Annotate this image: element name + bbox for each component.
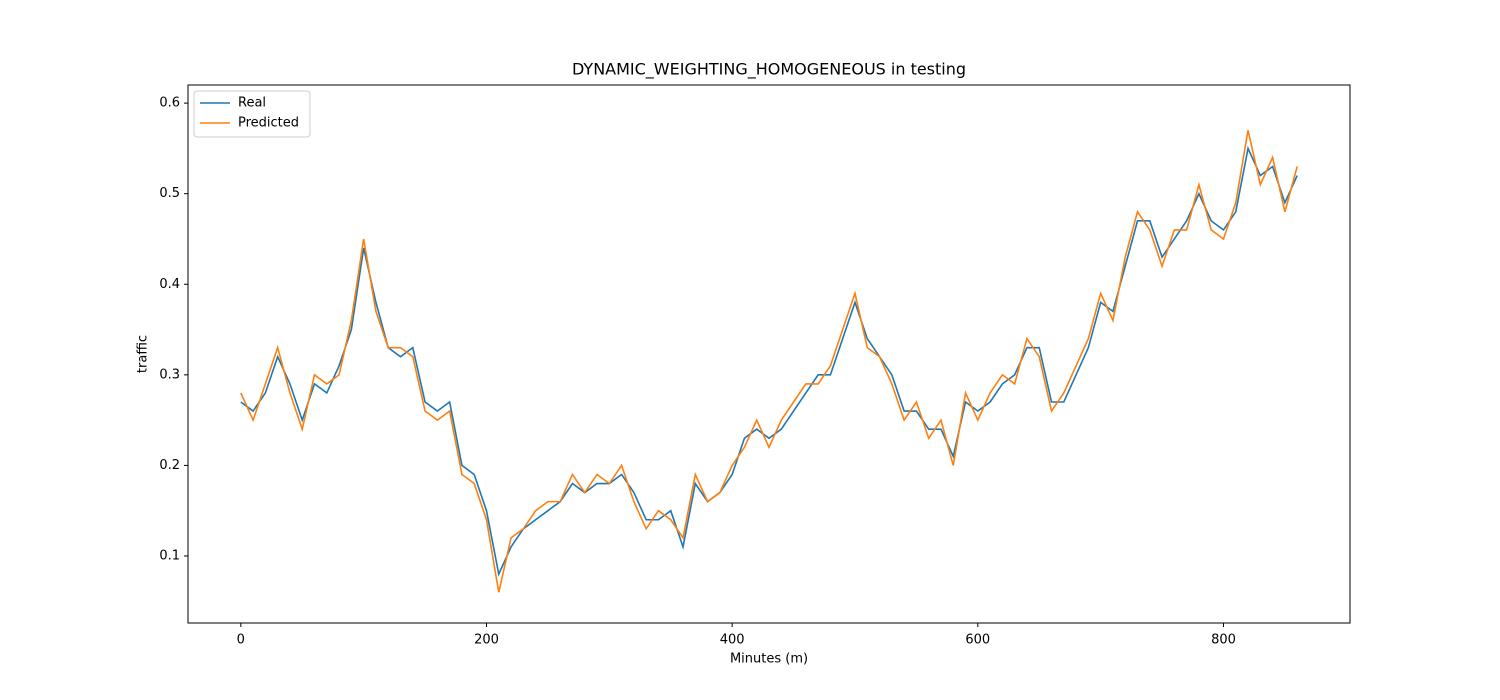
y-tick-label: 0.5 bbox=[159, 186, 180, 201]
x-axis-label: Minutes (m) bbox=[730, 652, 808, 667]
x-tick-label: 600 bbox=[965, 633, 990, 648]
x-tick-label: 400 bbox=[720, 633, 745, 648]
legend-label: Predicted bbox=[238, 116, 299, 131]
chart-title: DYNAMIC_WEIGHTING_HOMOGENEOUS in testing bbox=[572, 60, 966, 80]
plot-frame bbox=[187, 84, 1351, 624]
series-line bbox=[240, 130, 1298, 593]
legend-label: Real bbox=[238, 96, 266, 111]
y-tick-label: 0.3 bbox=[159, 367, 180, 382]
x-tick-label: 0 bbox=[237, 633, 245, 648]
x-tick-label: 800 bbox=[1211, 633, 1236, 648]
y-tick-label: 0.4 bbox=[159, 277, 180, 292]
y-tick-label: 0.1 bbox=[159, 548, 180, 563]
x-tick-label: 200 bbox=[474, 633, 499, 648]
y-tick-label: 0.2 bbox=[159, 458, 180, 473]
y-tick-label: 0.6 bbox=[159, 96, 180, 111]
y-axis-label: traffic bbox=[136, 335, 151, 373]
